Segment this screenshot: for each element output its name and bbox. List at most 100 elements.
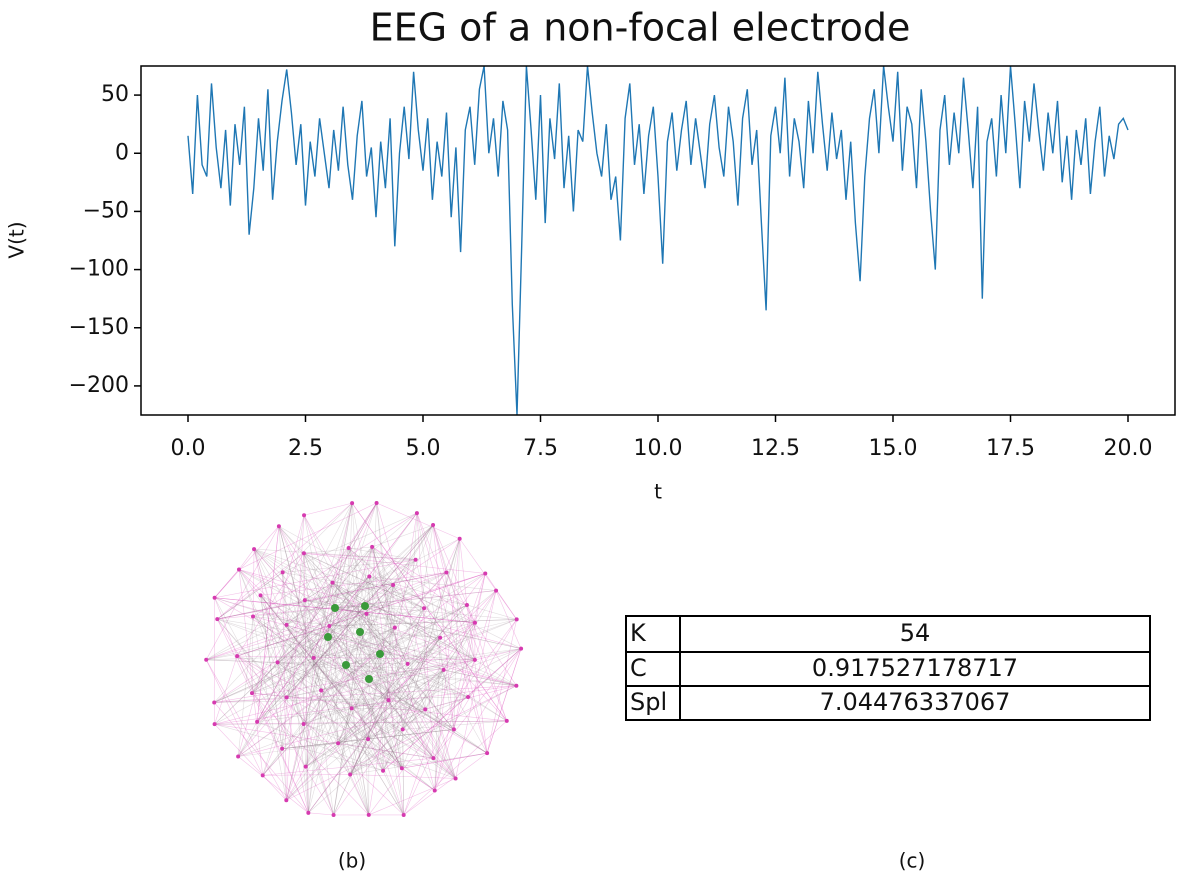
table-cell: 0.917527178717 <box>812 654 1018 682</box>
graph-node <box>391 583 395 587</box>
graph-edge <box>214 702 308 812</box>
y-tick-label: −200 <box>69 373 129 398</box>
table-cell: K <box>630 619 647 647</box>
graph-node <box>213 596 217 600</box>
y-tick-label: 0 <box>115 140 129 165</box>
stats-table: K 54 C 0.917527178717 Spl 7.04476337067 <box>626 616 1150 720</box>
graph-node <box>327 624 331 628</box>
graph-node <box>381 769 385 773</box>
graph-node <box>519 647 523 651</box>
graph-node <box>452 727 456 731</box>
x-tick-label: 0.0 <box>171 436 206 461</box>
plot-frame <box>141 66 1175 415</box>
graph-node <box>304 765 308 769</box>
y-tick-label: 50 <box>101 82 129 107</box>
graph-edge <box>350 774 455 778</box>
graph-hub-node <box>331 604 339 612</box>
graph-node <box>302 513 306 517</box>
eeg-line <box>188 66 1128 415</box>
chart-title: EEG of a non-focal electrode <box>370 6 911 50</box>
graph-node <box>252 547 256 551</box>
graph-node <box>347 546 351 550</box>
graph-node <box>400 766 404 770</box>
graph-edge <box>369 608 424 679</box>
graph-node <box>284 798 288 802</box>
graph-node <box>365 612 369 616</box>
y-tick-label: −100 <box>69 257 129 282</box>
caption: (c) <box>899 849 926 873</box>
graph-node <box>236 754 240 758</box>
graph-node <box>514 684 518 688</box>
x-axis-label: t <box>654 480 662 504</box>
graph-node <box>414 558 418 562</box>
graph-node <box>280 747 284 751</box>
table-cell: 54 <box>900 619 931 647</box>
graph-node <box>251 614 255 618</box>
graph-edge <box>238 756 308 812</box>
x-tick-label: 2.5 <box>288 436 323 461</box>
table-cell: Spl <box>630 688 667 716</box>
y-tick-label: −150 <box>69 315 129 340</box>
table-cell: 7.04476337067 <box>820 688 1011 716</box>
graph-edge <box>239 549 254 569</box>
caption: (b) <box>338 849 366 873</box>
graph-node <box>261 773 265 777</box>
graph-node <box>422 606 426 610</box>
graph-node <box>433 788 437 792</box>
graph-node <box>370 545 374 549</box>
graph-node <box>331 581 335 585</box>
graph-edge <box>206 526 279 660</box>
graph-node <box>401 727 405 731</box>
graph-node <box>367 813 371 817</box>
graph-edge <box>215 569 239 597</box>
x-tick-label: 10.0 <box>634 436 683 461</box>
graph-node <box>285 623 289 627</box>
graph-node <box>473 621 477 625</box>
graph-node <box>515 617 519 621</box>
graph-hub-node <box>342 661 350 669</box>
x-tick-label: 17.5 <box>986 436 1035 461</box>
graph-node <box>281 570 285 574</box>
x-tick-label: 15.0 <box>869 436 918 461</box>
graph-edge <box>263 665 346 775</box>
y-axis-label: V(t) <box>5 221 29 258</box>
graph-node <box>350 501 354 505</box>
graph-node <box>423 707 427 711</box>
graph-node <box>458 537 462 541</box>
x-tick-label: 7.5 <box>523 436 558 461</box>
graph-hub-node <box>365 675 373 683</box>
graph-node <box>250 691 254 695</box>
graph-node <box>319 688 323 692</box>
graph-node <box>473 658 477 662</box>
graph-node <box>444 570 448 574</box>
graph-node <box>415 511 419 515</box>
graph-node <box>237 567 241 571</box>
x-tick-label: 20.0 <box>1104 436 1153 461</box>
graph-node <box>302 551 306 555</box>
graph-hub-node <box>361 602 369 610</box>
graph-node <box>303 598 307 602</box>
x-tick-label: 12.5 <box>751 436 800 461</box>
graph-node <box>255 720 259 724</box>
graph-node <box>302 722 306 726</box>
graph-node <box>466 695 470 699</box>
graph-node <box>431 523 435 527</box>
graph-edge <box>214 625 286 703</box>
graph-node <box>348 772 352 776</box>
graph-node <box>485 751 489 755</box>
graph-node <box>442 668 446 672</box>
graph-node <box>213 722 217 726</box>
graph-hub-node <box>324 633 332 641</box>
graph-node <box>306 811 310 815</box>
graph-node <box>454 776 458 780</box>
graph-node <box>483 571 487 575</box>
graph-node <box>366 737 370 741</box>
y-tick-label: −50 <box>83 198 129 223</box>
x-tick-label: 5.0 <box>406 436 441 461</box>
graph-node <box>350 706 354 710</box>
graph-node <box>367 574 371 578</box>
graph-node <box>332 813 336 817</box>
graph-node <box>494 589 498 593</box>
graph-node <box>431 756 435 760</box>
